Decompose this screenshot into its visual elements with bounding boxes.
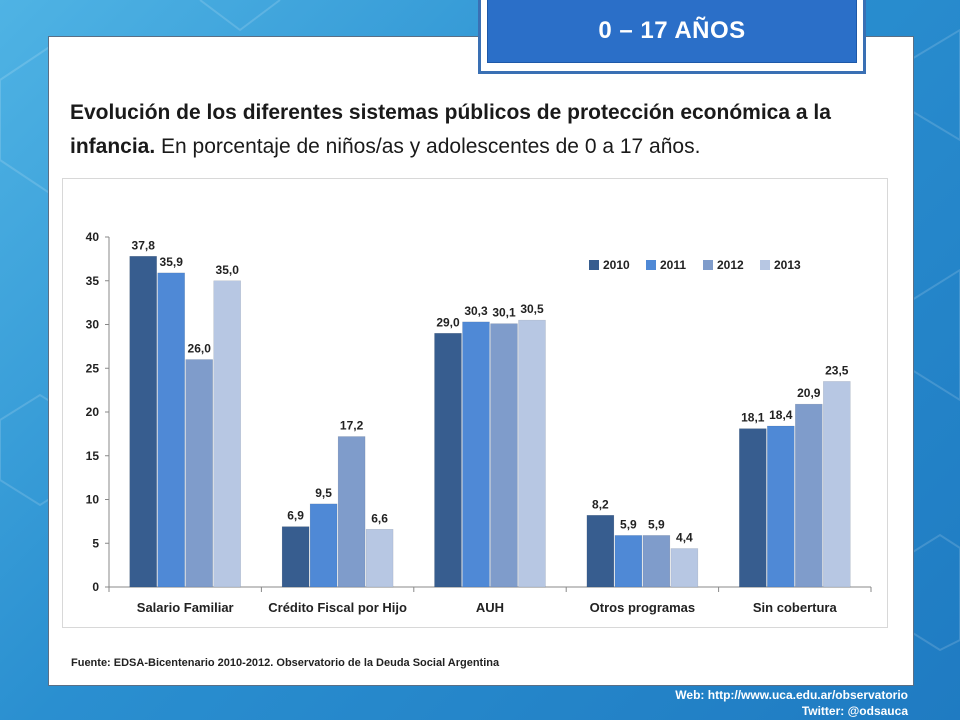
data-label: 30,5 <box>520 302 544 316</box>
data-label: 9,5 <box>315 486 332 500</box>
footer-twitter[interactable]: Twitter: @odsauca <box>801 704 908 718</box>
bar <box>129 256 157 588</box>
data-label: 8,2 <box>592 497 609 511</box>
legend-swatch <box>646 260 656 270</box>
footer-web-link[interactable]: Web: http://www.uca.edu.ar/observatorio <box>675 688 908 702</box>
data-label: 35,0 <box>216 263 240 277</box>
y-tick-label: 30 <box>86 318 100 332</box>
data-label: 37,8 <box>132 238 156 252</box>
bar <box>739 428 767 588</box>
chart-title-bold: Evolución de los diferentes sistemas púb… <box>70 101 831 158</box>
legend-swatch <box>589 260 599 270</box>
bar <box>614 535 643 588</box>
legend-label: 2013 <box>774 258 801 272</box>
bar-chart: 0 5 10 15 20 25 30 35 40 Salario Familiar 37,8 35,9… <box>86 230 872 615</box>
bar <box>309 503 338 588</box>
bar <box>157 272 185 588</box>
data-label: 35,9 <box>160 255 184 269</box>
legend-swatch <box>703 260 713 270</box>
data-label: 20,9 <box>797 386 821 400</box>
y-tick-label: 5 <box>92 536 99 550</box>
y-tick-label: 20 <box>86 405 100 419</box>
bar <box>518 319 546 588</box>
data-label: 5,9 <box>648 517 665 531</box>
data-label: 30,3 <box>464 304 488 318</box>
data-label: 4,4 <box>676 531 693 545</box>
source-note: Fuente: EDSA-Bicentenario 2010-2012. Obs… <box>71 657 500 669</box>
bar <box>642 535 671 588</box>
bar <box>281 526 310 588</box>
data-label: 29,0 <box>436 315 460 329</box>
legend-label: 2011 <box>660 258 686 272</box>
data-label: 26,0 <box>188 342 212 356</box>
legend-label: 2012 <box>717 258 744 272</box>
bar <box>213 280 241 588</box>
y-tick-label: 40 <box>86 230 100 244</box>
bar <box>462 321 490 588</box>
bar <box>337 436 366 588</box>
bar <box>586 515 615 588</box>
data-label: 30,1 <box>492 306 516 320</box>
y-tick-label: 15 <box>86 449 100 463</box>
bar <box>767 425 795 588</box>
bar <box>795 403 823 588</box>
bar <box>365 529 394 588</box>
x-tick-label: Salario Familiar <box>137 600 234 615</box>
data-label: 17,2 <box>340 419 364 433</box>
x-tick-label: Crédito Fiscal por Hijo <box>268 600 407 615</box>
bar <box>670 548 699 588</box>
data-label: 5,9 <box>620 517 637 531</box>
y-tick-label: 10 <box>86 493 100 507</box>
bar <box>434 333 462 588</box>
data-label: 6,6 <box>371 511 388 525</box>
chart-frame: 0 5 10 15 20 25 30 35 40 Salario Familiar 37,8 35,9… <box>62 178 888 628</box>
x-tick-label: Otros programas <box>590 600 695 615</box>
data-label: 18,4 <box>769 408 793 422</box>
data-label: 23,5 <box>825 363 849 377</box>
legend-swatch <box>760 260 770 270</box>
age-badge-label: 0 – 17 AÑOS <box>487 0 857 63</box>
bar <box>823 381 851 588</box>
bar <box>490 323 518 588</box>
data-label: 18,1 <box>741 411 765 425</box>
y-tick-label: 35 <box>86 274 100 288</box>
legend-label: 2010 <box>603 258 630 272</box>
x-tick-label: Sin cobertura <box>753 600 838 615</box>
chart-title: Evolución de los diferentes sistemas púb… <box>70 96 900 164</box>
data-label: 6,9 <box>287 509 304 523</box>
chart-title-subtitle: En porcentaje de niños/as y adolescentes… <box>155 135 701 158</box>
bar <box>185 359 213 588</box>
x-tick-label: AUH <box>476 600 504 615</box>
y-tick-label: 25 <box>86 361 100 375</box>
y-tick-label: 0 <box>92 580 99 594</box>
age-badge: 0 – 17 AÑOS <box>478 0 866 74</box>
